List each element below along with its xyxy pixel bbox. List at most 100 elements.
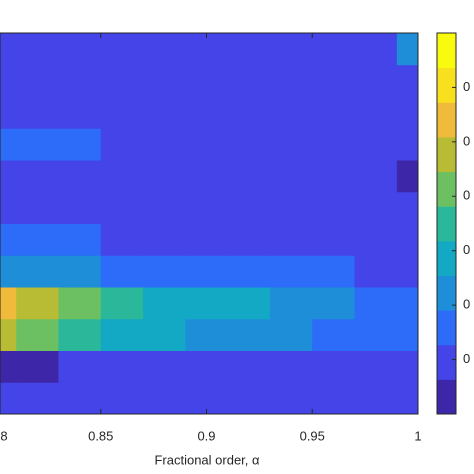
contour-cell (396, 382, 418, 414)
colorbar-segment (437, 33, 456, 69)
contour-cell (396, 318, 418, 351)
contour-cell (185, 382, 229, 414)
contour-cell (354, 223, 398, 256)
contour-cell (354, 160, 398, 193)
contour-cell (227, 64, 271, 97)
contour-cell (0, 128, 17, 161)
colorbar-tick-label: 0 (463, 351, 470, 366)
contour-cell (269, 223, 313, 256)
contour-cell (312, 350, 356, 383)
contour-cell (185, 33, 229, 66)
contour-cell (312, 128, 356, 161)
contour-cell (354, 191, 398, 224)
contour-cell (396, 350, 418, 383)
contour-cell (185, 96, 229, 129)
x-tick-label: 8 (0, 428, 7, 443)
contour-cell (58, 128, 102, 161)
contour-cell (100, 33, 144, 66)
contour-cell (354, 318, 398, 351)
contour-cell (185, 64, 229, 97)
contour-cell (185, 255, 229, 288)
contour-cell (269, 33, 313, 66)
contour-cell (312, 318, 356, 351)
contour-cell (354, 96, 398, 129)
contour-cell (185, 128, 229, 161)
contour-cell (0, 287, 17, 320)
contour-cell (0, 350, 17, 383)
contour-cell (16, 350, 59, 383)
contour-cell (0, 96, 17, 129)
contour-cell (143, 33, 186, 66)
contour-cell (185, 287, 229, 320)
contour-cell (227, 382, 271, 414)
contour-cell (269, 318, 313, 351)
contour-cell (312, 160, 356, 193)
contour-cell (185, 350, 229, 383)
contour-cell (269, 191, 313, 224)
contour-cell (269, 350, 313, 383)
contour-cell (58, 223, 102, 256)
contour-cell (269, 128, 313, 161)
contour-cell (269, 64, 313, 97)
plot-area (0, 33, 418, 414)
contour-cell (100, 382, 144, 414)
contour-cell (58, 160, 102, 193)
contour-cell (16, 33, 59, 66)
contour-cell (227, 255, 271, 288)
contour-cell (100, 96, 144, 129)
contour-cell (16, 128, 59, 161)
contour-cell (16, 160, 59, 193)
x-tick-label: 1 (414, 428, 421, 443)
contour-cell (0, 223, 17, 256)
contour-cell (227, 191, 271, 224)
contour-cell (312, 33, 356, 66)
contour-cell (354, 128, 398, 161)
contour-cell (354, 255, 398, 288)
contour-cell (100, 350, 144, 383)
contour-cell (312, 96, 356, 129)
colorbar-segment (437, 102, 456, 138)
colorbar-tick-label: 0 (463, 297, 470, 312)
contour-cell (143, 287, 186, 320)
colorbar-segment (437, 171, 456, 207)
contour-cell (143, 223, 186, 256)
contour-cell (58, 96, 102, 129)
contour-cell (0, 191, 17, 224)
contour-cell (227, 318, 271, 351)
contour-cell (227, 350, 271, 383)
contour-cell (100, 160, 144, 193)
contour-cell (396, 33, 418, 66)
contour-cell (312, 223, 356, 256)
contour-cell (396, 128, 418, 161)
contour-cell (58, 382, 102, 414)
colorbar-tick-label: 0 (463, 133, 470, 148)
contour-cell (396, 160, 418, 193)
contour-cell (100, 191, 144, 224)
contour-cell (269, 255, 313, 288)
contour-cell (0, 318, 17, 351)
contour-cell (396, 255, 418, 288)
contour-cell (143, 318, 186, 351)
contour-cell (185, 160, 229, 193)
contour-cell (58, 318, 102, 351)
contour-cell (58, 350, 102, 383)
contour-cell (269, 287, 313, 320)
contour-cell (396, 64, 418, 97)
contour-cell (354, 350, 398, 383)
plot-frame (0, 32, 419, 415)
contour-cell (227, 160, 271, 193)
contour-cell (0, 160, 17, 193)
contour-cell (396, 223, 418, 256)
colorbar-segment (437, 67, 456, 103)
contour-cell (269, 96, 313, 129)
contour-cell (227, 96, 271, 129)
contour-cell (143, 191, 186, 224)
contour-cell (396, 287, 418, 320)
contour-cell (100, 287, 144, 320)
colorbar-segment (437, 206, 456, 242)
contour-cell (58, 33, 102, 66)
contour-cell (0, 33, 17, 66)
contour-cell (354, 287, 398, 320)
contour-cell (227, 223, 271, 256)
